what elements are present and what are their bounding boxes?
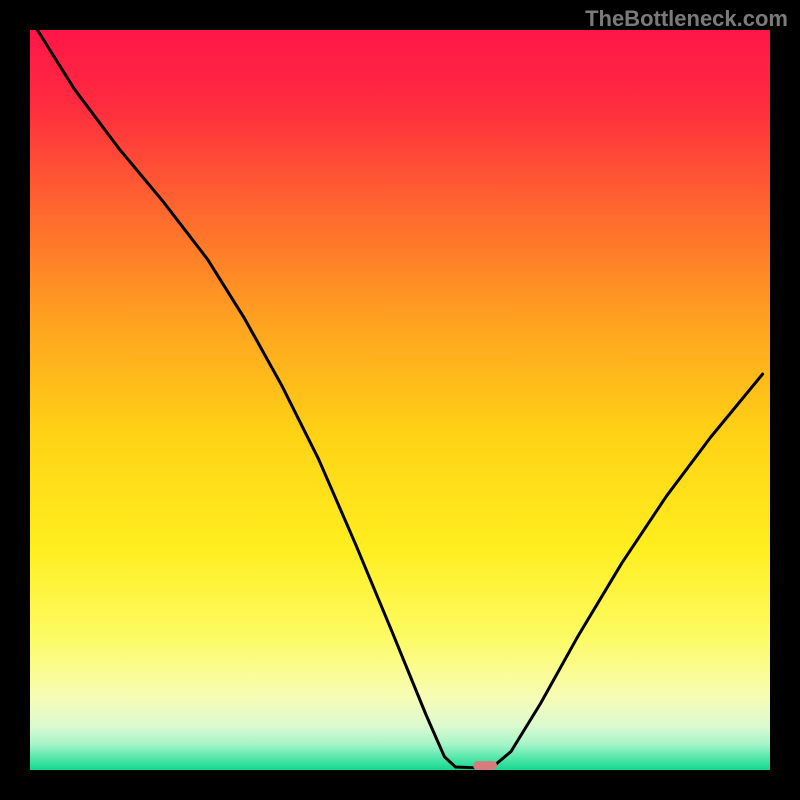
optimal-marker <box>473 761 497 770</box>
bottleneck-chart <box>0 0 800 800</box>
chart-container: TheBottleneck.com <box>0 0 800 800</box>
plot-background <box>30 30 770 770</box>
